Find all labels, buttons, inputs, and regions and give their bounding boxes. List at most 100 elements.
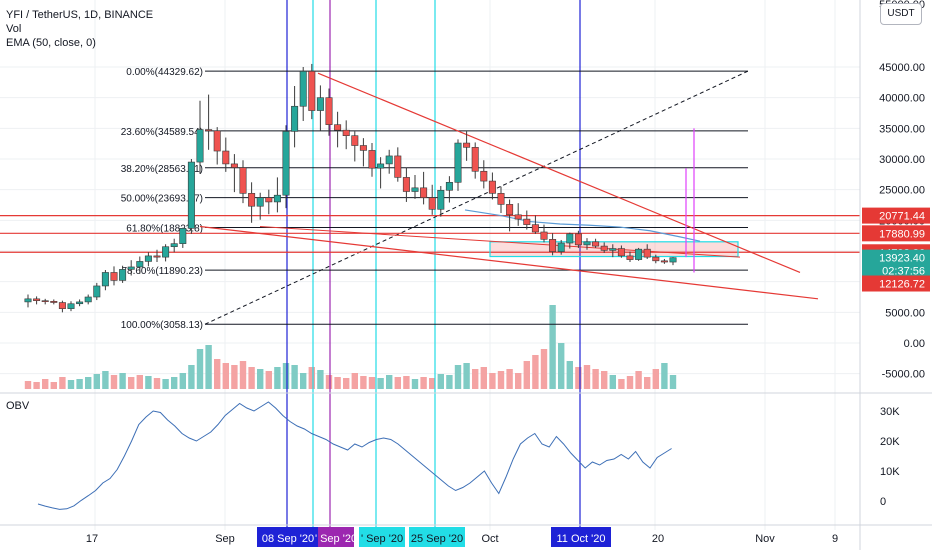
candle-body	[239, 167, 247, 194]
volume-bar	[652, 369, 659, 389]
volume-bar	[377, 378, 384, 389]
price-axis-label: 0.00	[904, 338, 925, 350]
obv-line	[37, 401, 672, 510]
volume-bar	[618, 379, 625, 389]
volume-bar	[282, 363, 290, 389]
volume-bar	[472, 369, 479, 389]
volume-bar	[300, 373, 307, 389]
volume-bar	[179, 373, 186, 389]
candle-body	[205, 129, 213, 132]
volume-bar	[102, 371, 109, 389]
volume-bar	[59, 377, 66, 389]
obv-axis-label: 30K	[880, 406, 900, 418]
candle-body	[454, 142, 462, 183]
volume-bar	[360, 376, 367, 389]
volume-bar	[33, 382, 40, 389]
candle-body	[402, 177, 410, 192]
candle-body	[566, 233, 574, 244]
obv-axis-label: 0	[880, 496, 886, 508]
candle-body	[437, 189, 445, 210]
candle-body	[84, 296, 92, 303]
time-axis-label: Nov	[755, 533, 775, 545]
time-axis-label: 9	[832, 533, 838, 545]
fib-level-label: 0.00%(44329.62)	[126, 67, 203, 78]
candle-body	[24, 298, 32, 303]
candle-body	[256, 197, 264, 207]
candle-body	[273, 194, 281, 203]
candle-body	[497, 193, 505, 205]
trendline-lower	[199, 225, 819, 300]
chart-legend: YFI / TetherUS, 1D, BINANCE Vol EMA (50,…	[6, 8, 153, 50]
date-tag	[359, 527, 405, 547]
candle-body	[506, 204, 514, 216]
price-tag-label: 17880.99	[879, 228, 925, 240]
volume-bar	[136, 375, 143, 389]
fib-level-label: 50.00%(23693.87)	[121, 194, 203, 205]
date-tag-label: 08 Sep '20	[262, 533, 314, 545]
price-axis-label: 40000.00	[879, 93, 925, 105]
price-tag-label: 12126.72	[879, 279, 925, 291]
candle-body	[557, 242, 565, 252]
volume-bar	[291, 365, 298, 389]
volume-bar	[523, 361, 530, 389]
candle-body	[308, 70, 316, 111]
ema-label: EMA (50, close, 0)	[6, 37, 96, 49]
trendline-mid	[259, 225, 741, 258]
price-tag	[862, 225, 930, 242]
volume-bar	[188, 365, 195, 389]
candle-body	[583, 241, 591, 246]
volume-bar	[50, 382, 57, 389]
obv-axis-label: 10K	[880, 466, 900, 478]
volume-bar	[644, 377, 651, 389]
volume-bar	[386, 375, 393, 389]
time-axis-label: Sep	[215, 533, 235, 545]
volume-bar	[145, 376, 152, 389]
price-tag	[862, 262, 930, 279]
candle-body	[50, 300, 58, 303]
candle-body	[291, 105, 299, 132]
volume-bar	[248, 367, 255, 389]
volume-bar	[231, 365, 238, 389]
price-tag-label: 20771.44	[879, 211, 925, 223]
fib-level-label: 38.20%(28563.91)	[121, 164, 203, 175]
date-tag	[318, 527, 354, 547]
volume-bar	[489, 373, 496, 389]
volume-bar	[661, 363, 668, 389]
candle-body	[110, 272, 118, 281]
volume-bar	[558, 343, 565, 389]
candle-body	[617, 248, 625, 257]
date-tag-label: ' Sep '20	[361, 533, 403, 545]
date-tag	[257, 527, 319, 547]
volume-bar	[317, 370, 324, 389]
candle-body	[359, 145, 367, 151]
candle-body	[136, 261, 144, 268]
candle-body	[549, 239, 557, 252]
volume-bar	[540, 349, 548, 389]
volume-bar	[308, 367, 315, 389]
fib-level-label: 61.80%(18823.8)	[126, 224, 203, 235]
candle-body	[325, 97, 333, 125]
volume-bar	[437, 374, 444, 389]
currency-button[interactable]: USDT	[880, 3, 922, 25]
price-tag	[862, 249, 930, 266]
candle-body	[385, 155, 393, 165]
fib-level-label: 23.60%(34589.54)	[121, 127, 203, 138]
candle-body	[660, 260, 668, 263]
volume-bar	[420, 377, 427, 389]
candle-body	[463, 142, 471, 148]
volume-bar	[162, 379, 169, 389]
candle-body	[514, 214, 522, 220]
volume-bar	[334, 377, 341, 389]
volume-bar	[325, 375, 333, 389]
price-axis-label: -5000.00	[882, 369, 925, 381]
fib-level-label: 78.60%(11890.23)	[121, 266, 203, 277]
candle-body	[101, 272, 109, 287]
candle-body	[41, 300, 49, 302]
price-tag-label: 02:37:56	[882, 266, 925, 278]
volume-bar	[403, 376, 410, 389]
volume-bar	[93, 374, 100, 389]
volume-bar	[515, 373, 522, 389]
obv-label: OBV	[6, 400, 30, 412]
price-tag	[862, 275, 930, 292]
